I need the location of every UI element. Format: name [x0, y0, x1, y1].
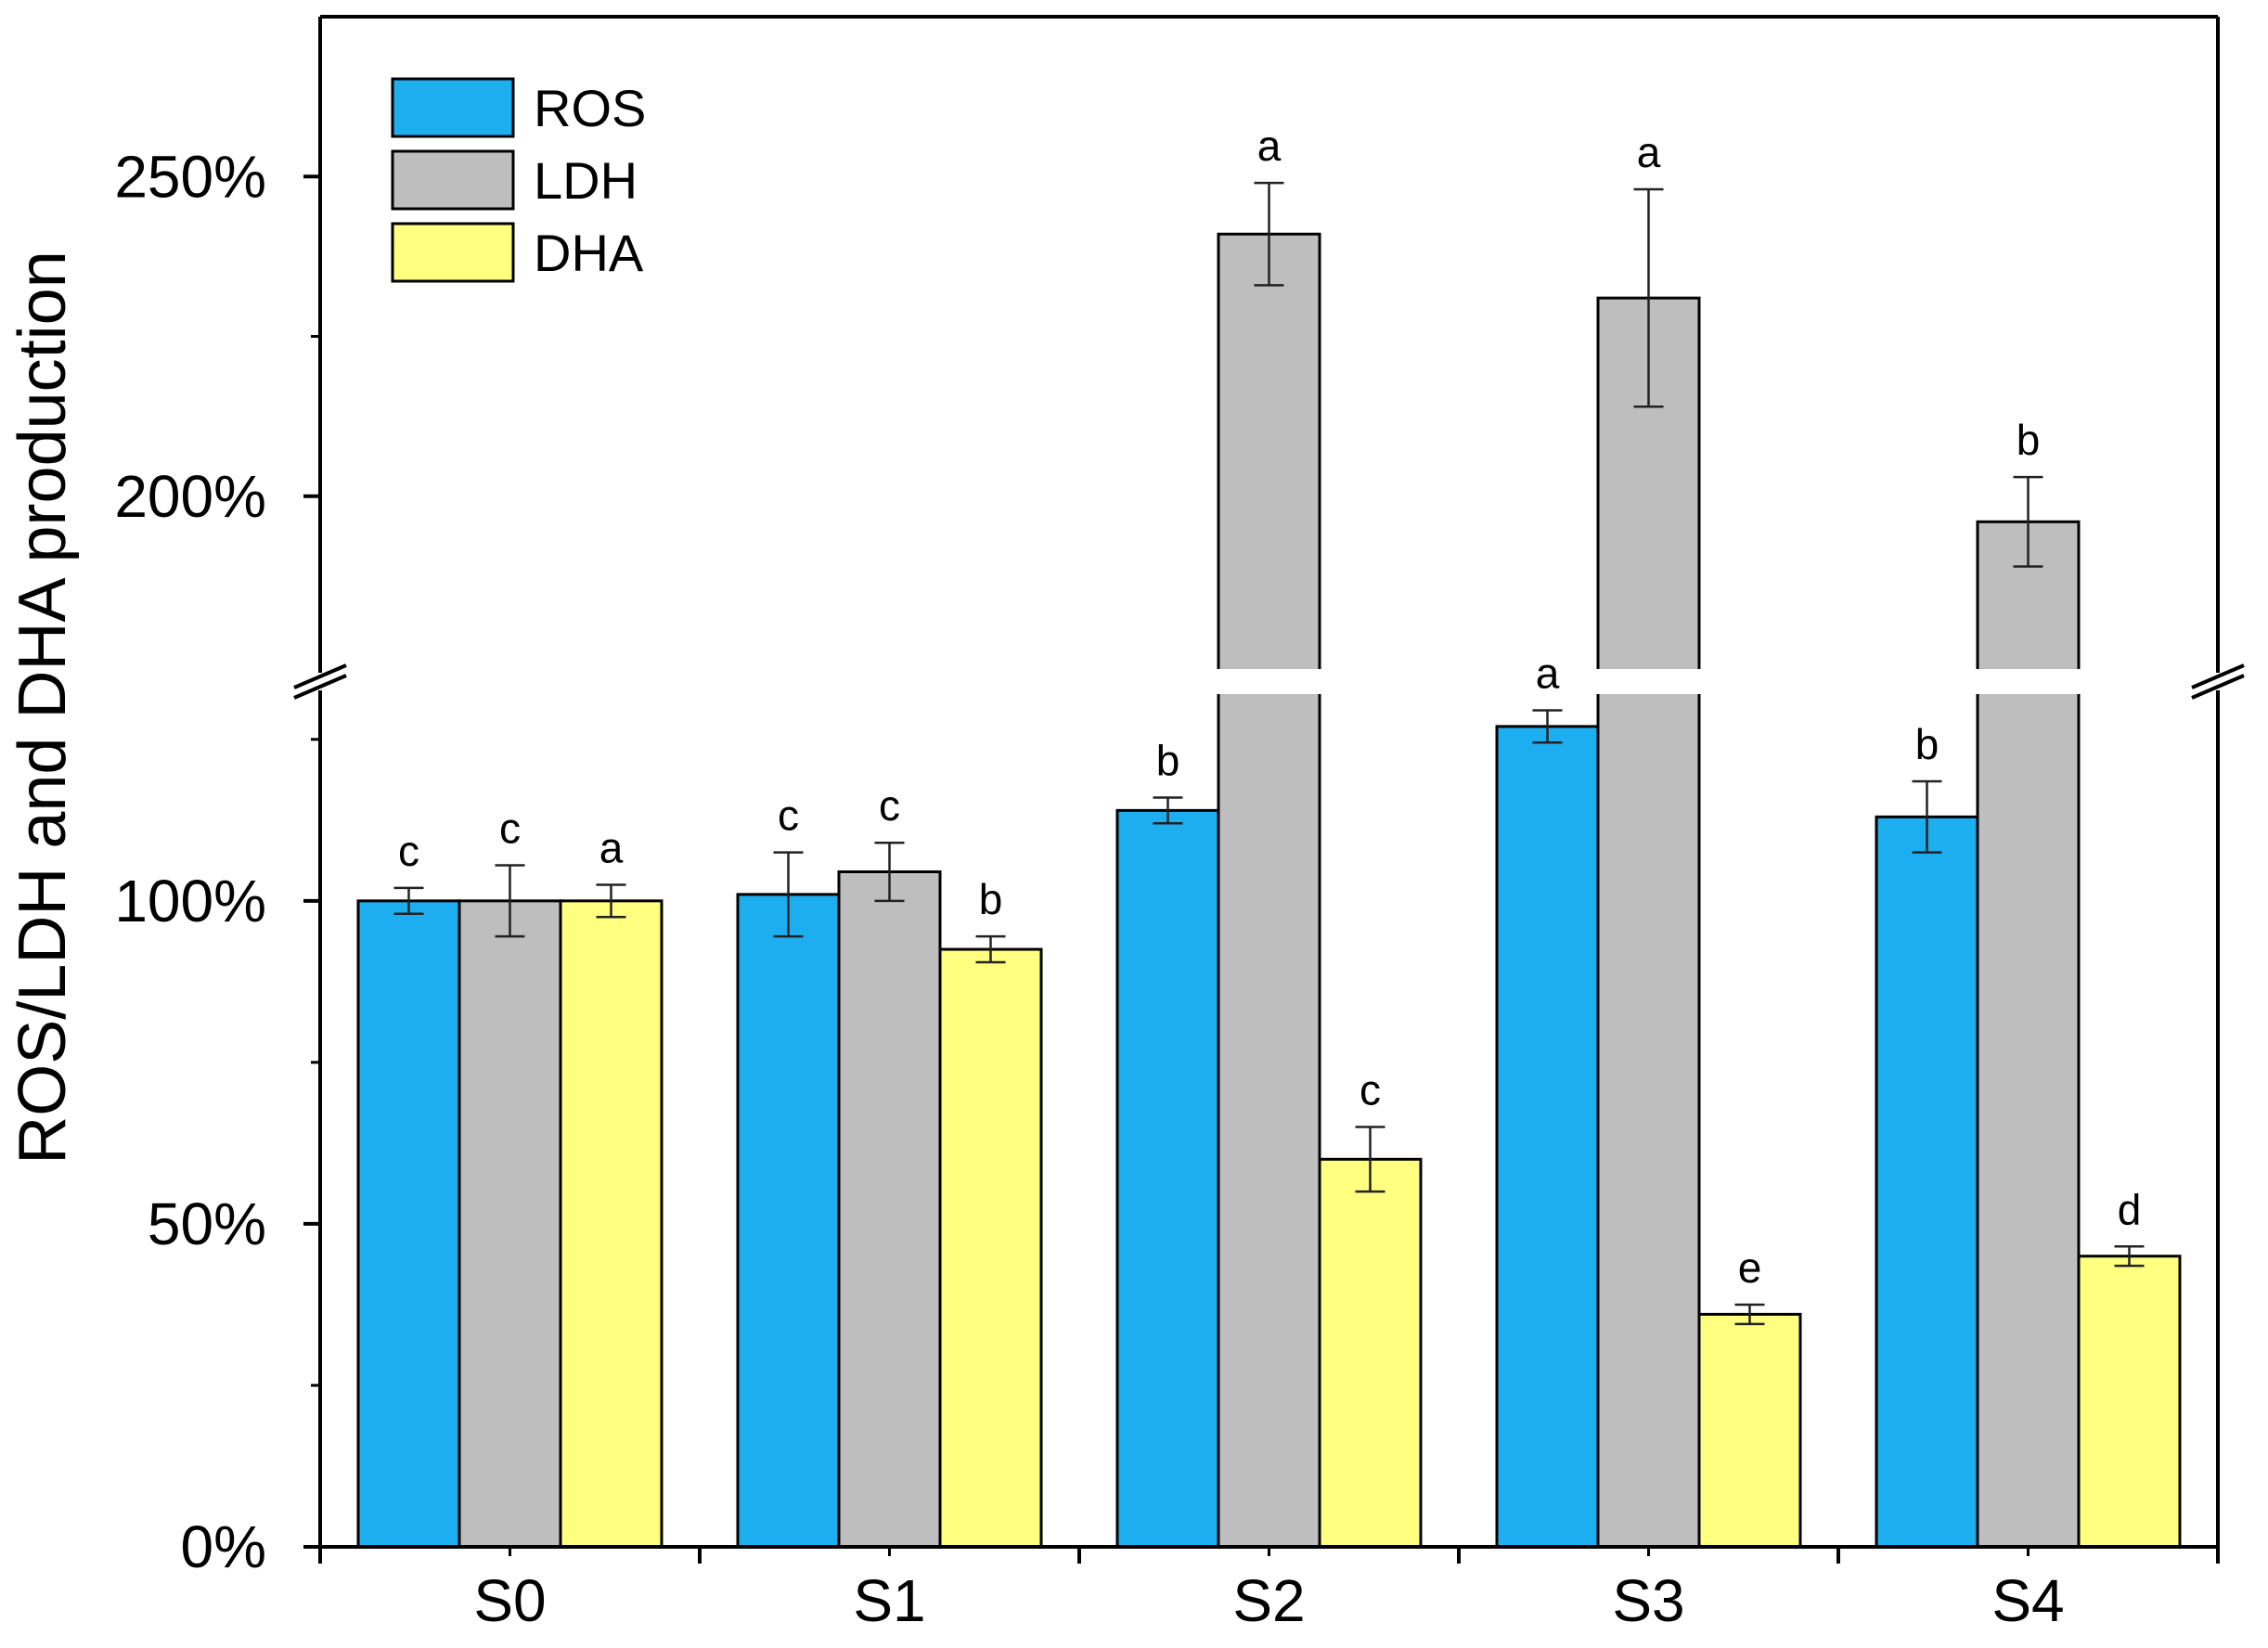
legend-label-ldh: LDH [534, 151, 638, 210]
significance-label: e [1738, 1243, 1762, 1292]
axis-break-band [323, 669, 2215, 694]
legend-swatch-ros [391, 77, 515, 138]
break-mark [2191, 674, 2245, 700]
significance-label: c [879, 781, 900, 830]
y-tick-label: 100% [114, 868, 266, 934]
x-tick-label-s1: S1 [853, 1567, 925, 1634]
significance-label: d [2118, 1185, 2142, 1233]
bar-ldh-s2 [1217, 232, 1321, 1549]
significance-label: a [599, 823, 624, 871]
axes-layer [293, 15, 2245, 1564]
break-mark [2191, 663, 2245, 689]
y-tick-label: 250% [114, 143, 266, 210]
x-tick-label-s4: S4 [1991, 1567, 2064, 1634]
legend-label-ros: ROS [534, 79, 646, 137]
y-axis-title: ROS/LDH and DHA production [6, 251, 80, 1164]
x-tick-label-s3: S3 [1612, 1567, 1684, 1634]
bar-dha-s2 [1318, 1157, 1423, 1549]
bar-ldh-s0 [457, 899, 562, 1549]
x-tick-label-s2: S2 [1232, 1567, 1305, 1634]
axis-break-gap [323, 669, 2215, 694]
significance-label: c [1360, 1066, 1381, 1114]
significance-label: b [1156, 736, 1180, 784]
bar-ros-s1 [736, 893, 841, 1549]
break-mark [293, 674, 347, 700]
bar-ldh-s1 [837, 870, 942, 1549]
legend-swatch-ldh [391, 149, 515, 211]
bar-dha-s0 [559, 899, 664, 1549]
legend: ROS LDH DHA [391, 77, 646, 283]
bar-ros-s2 [1115, 808, 1220, 1549]
y-tick-label: 0% [181, 1513, 267, 1580]
significance-label: b [979, 875, 1003, 923]
bar-ros-s0 [356, 899, 461, 1549]
y-tick-label: 200% [114, 463, 266, 530]
y-tick-label: 50% [148, 1191, 266, 1257]
significance-label: a [1637, 128, 1661, 176]
significance-label: b [1915, 720, 1939, 768]
significance-label: c [398, 827, 419, 875]
bar-ros-s3 [1495, 725, 1600, 1549]
significance-label: c [499, 805, 521, 853]
significance-label: c [778, 792, 799, 840]
bar-ldh-s3 [1596, 296, 1701, 1549]
significance-label: a [1257, 122, 1282, 170]
bars-layer [356, 181, 2182, 1549]
bar-dha-s3 [1697, 1312, 1802, 1549]
break-mark [293, 663, 347, 689]
significance-label: a [1536, 649, 1560, 697]
bar-ros-s4 [1875, 815, 1979, 1549]
x-tick-label-s0: S0 [473, 1567, 546, 1634]
bar-dha-s4 [2077, 1255, 2182, 1549]
legend-swatch-dha [391, 222, 515, 283]
significance-label: b [2017, 416, 2041, 464]
labels-layer: c c b a b c c a a b a b c e d 0% 50% 100% 200% 250% S0 S1 S2 S3… [6, 122, 2141, 1634]
bar-dha-s1 [938, 947, 1043, 1549]
legend-label-dha: DHA [534, 224, 644, 282]
